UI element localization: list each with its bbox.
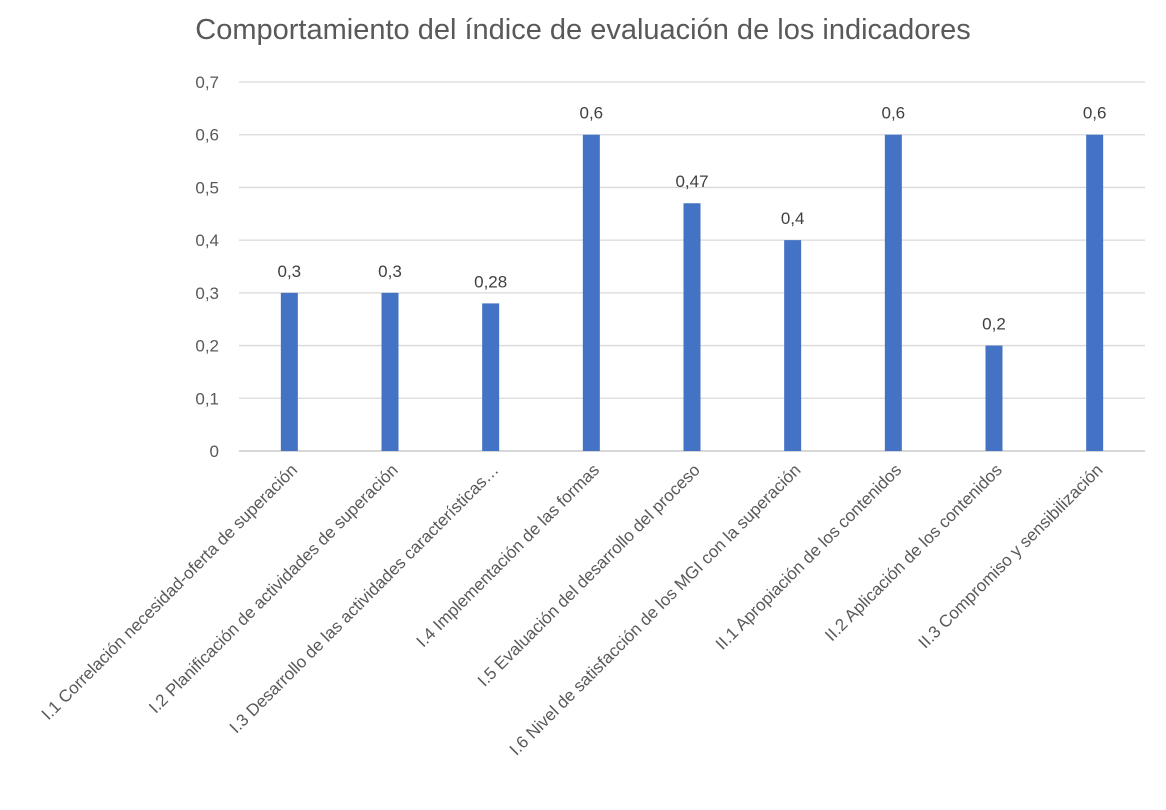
bar [1086,134,1104,451]
data-label: 0,4 [781,209,805,228]
bar [985,345,1003,451]
data-label: 0,3 [278,262,302,281]
x-tick-label: I.4 Implementación de las formas [413,460,603,650]
data-label: 0,28 [474,272,507,291]
y-tick-label: 0,5 [195,178,219,197]
data-label: 0,6 [882,104,906,123]
bar [482,303,500,451]
y-tick-label: 0,3 [195,284,219,303]
data-label: 0,47 [675,172,708,191]
bar [582,134,600,451]
bar [280,292,298,451]
x-tick-label: I.5 Evaluación del desarrollo del proces… [474,460,704,690]
x-tick-label: II.2 Aplicación de los contenidos [821,460,1006,645]
y-tick-label: 0 [210,442,219,461]
x-tick-label: II.3 Compromiso y sensibilización [915,460,1107,652]
data-label: 0,6 [1083,104,1107,123]
y-tick-label: 0,7 [195,73,219,92]
y-tick-label: 0,1 [195,389,219,408]
bar [884,134,902,451]
data-label: 0,6 [580,104,604,123]
y-tick-label: 0,6 [195,126,219,145]
y-tick-label: 0,4 [195,231,219,250]
chart-title: Comportamiento del índice de evaluación … [195,14,971,46]
x-tick-label: II.1 Apropiación de los contenidos [712,460,905,653]
data-label: 0,3 [378,262,402,281]
bar [381,292,399,451]
bar [784,240,802,451]
bar [683,203,701,451]
data-label: 0,2 [982,315,1006,334]
y-tick-label: 0,2 [195,337,219,356]
